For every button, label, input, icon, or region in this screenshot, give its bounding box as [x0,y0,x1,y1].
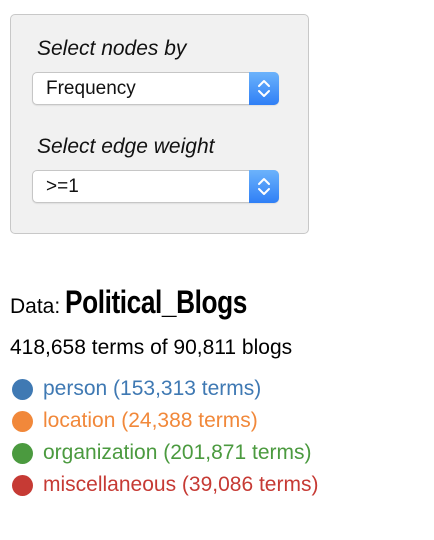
category-legend: person (153,313 terms) location (24,388 … [12,373,318,501]
select-edge-weight-value: >=1 [46,176,79,197]
legend-text: organization (201,871 terms) [43,441,312,464]
legend-item-miscellaneous: miscellaneous (39,086 terms) [12,469,318,501]
select-edge-weight-dropdown[interactable]: >=1 [32,170,279,203]
legend-item-organization: organization (201,871 terms) [12,437,318,469]
circle-icon [12,378,33,400]
legend-item-location: location (24,388 terms) [12,405,318,437]
dataset-heading: Data: Political_Blogs [10,284,287,324]
dataset-name: Political_Blogs [64,284,247,320]
legend-item-person: person (153,313 terms) [12,373,318,405]
circle-icon [12,410,33,432]
select-nodes-value: Frequency [46,78,136,99]
data-label: Data: [10,295,61,318]
legend-text: miscellaneous (39,086 terms) [43,473,319,496]
updown-chevron-icon[interactable] [249,72,279,105]
select-nodes-dropdown[interactable]: Frequency [32,72,279,105]
dataset-summary: 418,658 terms of 90,811 blogs [10,336,293,359]
select-edge-weight-label: Select edge weight [37,135,215,158]
updown-chevron-icon[interactable] [249,170,279,203]
select-nodes-label: Select nodes by [37,37,187,60]
legend-text: location (24,388 terms) [43,409,258,432]
circle-icon [12,442,33,464]
legend-text: person (153,313 terms) [43,377,262,400]
controls-panel: Select nodes by Frequency Select edge we… [10,14,309,234]
circle-icon [12,474,33,496]
